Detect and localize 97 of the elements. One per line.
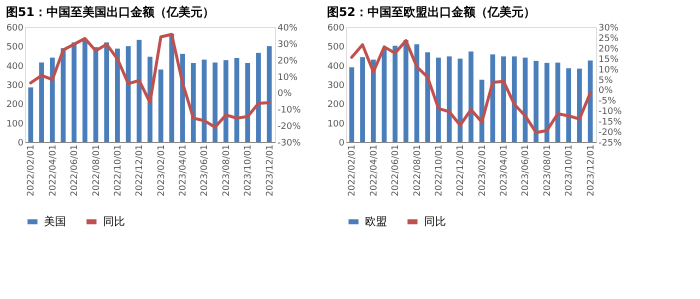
bar	[256, 52, 261, 142]
y2-tick-label: -20%	[598, 128, 622, 138]
x-tick-label: 2022/10/01	[434, 144, 444, 196]
x-tick-label: 2023/12/01	[586, 144, 596, 196]
y2-tick-label: -30%	[278, 138, 302, 148]
x-tick-label: 2022/08/01	[412, 144, 423, 196]
bar	[436, 58, 441, 142]
y-tick-label: 600	[327, 24, 345, 34]
bar	[158, 70, 164, 142]
bar	[360, 57, 365, 142]
y2-tick-label: -15%	[598, 118, 622, 128]
x-tick-label: 2023/08/01	[542, 144, 553, 196]
y2-tick-label: 5%	[598, 76, 614, 86]
bar	[349, 67, 354, 142]
bar	[115, 48, 120, 142]
bar	[266, 46, 272, 142]
y2-tick-label: -10%	[598, 107, 622, 118]
x-tick-label: 2022/06/01	[70, 144, 80, 196]
x-tick-label: 2023/02/01	[156, 144, 167, 196]
bar	[82, 40, 88, 142]
y2-tick-label: 40%	[278, 24, 298, 34]
legend-label: 同比	[424, 214, 446, 228]
bar	[392, 46, 398, 142]
x-tick-label: 2022/02/01	[348, 144, 358, 196]
bar	[190, 63, 196, 142]
bar	[425, 52, 430, 142]
y2-tick-label: 20%	[278, 56, 298, 66]
bar	[136, 40, 142, 142]
x-tick-label: 2023/10/01	[244, 144, 254, 196]
y-tick-label: 200	[6, 100, 24, 110]
y2-tick-label: 10%	[598, 65, 619, 76]
legend-label: 美国	[44, 214, 66, 228]
bar	[223, 60, 228, 142]
bar	[468, 52, 474, 142]
x-tick-label: 2022/04/01	[369, 144, 380, 196]
bar	[534, 60, 539, 142]
y-tick-label: 400	[327, 62, 345, 72]
x-tick-label: 2022/08/01	[92, 144, 102, 196]
bar	[544, 62, 550, 142]
x-tick-label: 2022/02/01	[26, 144, 37, 196]
bar	[577, 68, 582, 142]
bar	[50, 58, 55, 142]
y-tick-label: 0	[18, 138, 24, 148]
y-tick-label: 500	[327, 42, 345, 53]
legend-label: 欧盟	[365, 214, 387, 228]
y2-tick-label: 30%	[278, 40, 298, 50]
x-tick-label: 2023/04/01	[500, 144, 510, 196]
y-tick-label: 200	[327, 100, 345, 110]
x-tick-label: 2023/10/01	[564, 144, 575, 196]
x-tick-label: 2023/12/01	[265, 144, 276, 196]
y-tick-label: 0	[338, 138, 345, 148]
bar	[212, 62, 218, 142]
y-tick-label: 100	[327, 119, 345, 130]
y-tick-label: 600	[6, 24, 24, 34]
y2-tick-label: 20%	[598, 44, 619, 54]
y2-tick-label: -20%	[278, 122, 302, 132]
y2-tick-label: 0%	[278, 89, 292, 100]
bar	[458, 58, 463, 142]
line-series	[29, 32, 271, 129]
x-tick-label: 2023/02/01	[478, 144, 488, 196]
bar	[566, 68, 572, 142]
bar	[403, 40, 408, 142]
y2-tick-label: 30%	[598, 24, 619, 34]
y2-tick-label: -25%	[598, 138, 622, 148]
x-tick-label: 2022/04/01	[48, 144, 58, 196]
x-tick-label: 2022/10/01	[113, 144, 124, 196]
bar	[28, 87, 34, 142]
y2-tick-label: 10%	[278, 72, 298, 83]
bar	[382, 49, 387, 142]
bar	[512, 56, 517, 142]
bar	[245, 63, 250, 142]
y2-tick-label: 0%	[598, 86, 614, 96]
y-tick-label: 500	[6, 42, 24, 53]
bar	[501, 56, 506, 142]
y2-tick-label: -5%	[598, 96, 616, 107]
chart-title: 图51：中国至美国出口金额（亿美元）	[6, 5, 215, 19]
y-tick-label: 400	[6, 62, 24, 72]
line-series	[350, 39, 592, 134]
y2-tick-label: 15%	[598, 54, 619, 65]
y2-tick-label: 25%	[598, 34, 619, 44]
bar	[72, 42, 77, 142]
x-tick-label: 2022/12/01	[135, 144, 146, 196]
x-tick-label: 2022/12/01	[456, 144, 466, 196]
legend-label: 同比	[103, 214, 125, 228]
y-tick-label: 300	[6, 81, 24, 91]
y2-tick-label: -10%	[278, 106, 302, 116]
x-tick-label: 2023/06/01	[200, 144, 210, 196]
y-tick-label: 300	[327, 81, 345, 91]
x-tick-label: 2022/06/01	[391, 144, 402, 196]
x-tick-label: 2023/06/01	[521, 144, 532, 196]
x-tick-label: 2023/08/01	[222, 144, 232, 196]
y-tick-label: 100	[6, 119, 24, 130]
bar	[104, 42, 110, 142]
bar	[39, 62, 44, 142]
bar	[370, 60, 376, 142]
chart-title: 图52：中国至欧盟出口金额（亿美元）	[326, 5, 536, 19]
x-tick-label: 2023/04/01	[178, 144, 189, 196]
